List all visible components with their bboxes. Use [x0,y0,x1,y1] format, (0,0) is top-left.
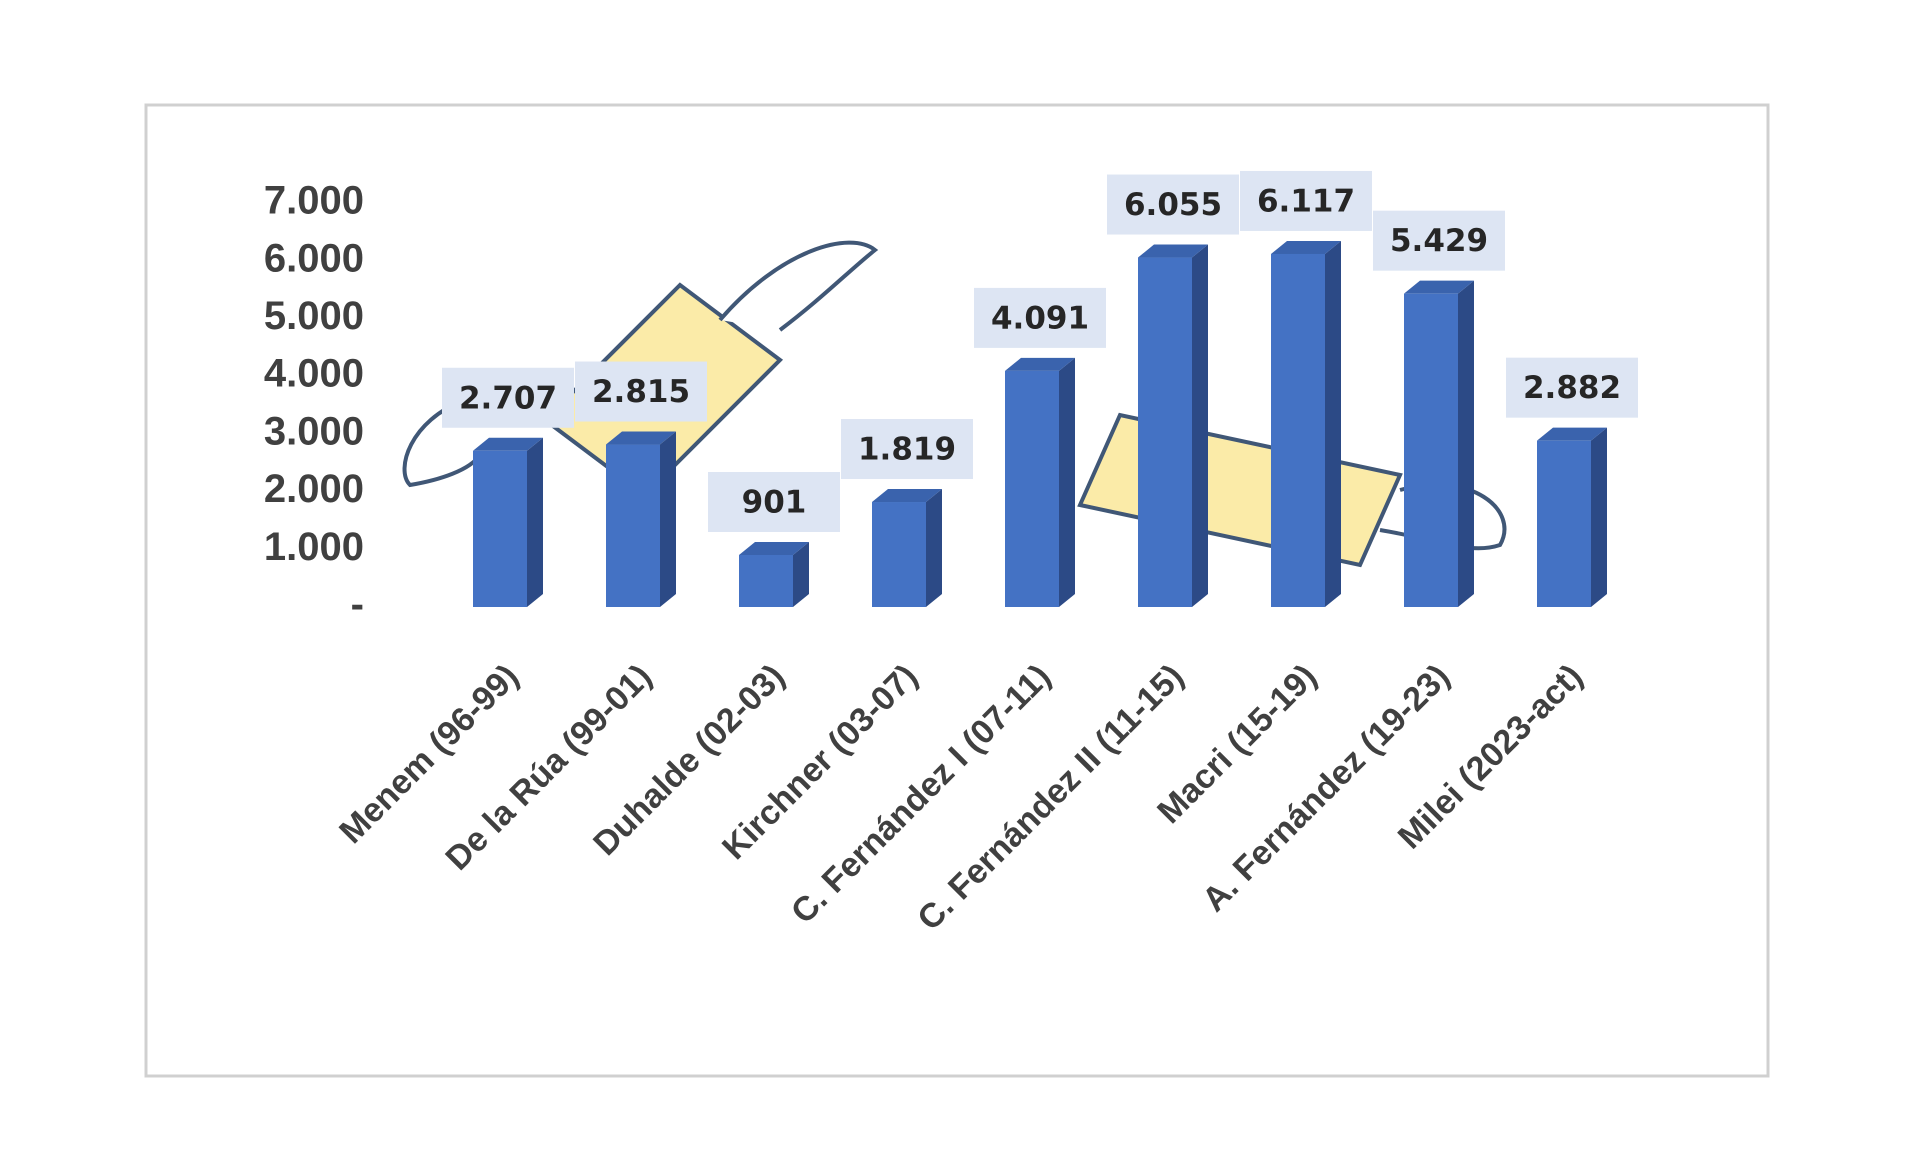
value-label-box [1240,170,1372,231]
value-label-box [575,361,707,422]
value-label: 901 [742,484,807,520]
bar-top [1404,280,1474,294]
bar-top [473,437,543,451]
value-label: 1.819 [858,432,956,468]
bar [1138,257,1192,607]
bar [473,450,527,607]
bar [1005,370,1059,607]
value-label: 4.091 [991,300,1089,336]
value-label-box [1107,174,1239,235]
value-label-box [841,419,973,480]
value-label-box [708,471,840,532]
bar-top [1271,240,1341,254]
bar-side [527,437,543,607]
y-tick-label: 7.000 [264,179,364,223]
value-label-box [442,367,574,428]
y-tick-label: - [351,583,364,627]
bar-side [1192,244,1208,608]
bar [872,502,926,607]
y-tick-label: 4.000 [264,352,364,396]
bar-side [1059,357,1075,607]
y-tick-label: 2.000 [264,467,364,511]
bar [1271,253,1325,607]
value-label-box [974,287,1106,348]
value-label: 2.882 [1523,370,1621,406]
bar [739,554,793,607]
value-label: 2.815 [592,374,690,410]
chart-frame [144,103,1770,1078]
bar-top [1138,244,1208,258]
value-label-box [1373,210,1505,271]
bar [1404,293,1458,607]
bar-side [1325,240,1341,607]
bar-side [793,541,809,607]
value-label: 5.429 [1390,223,1488,259]
bar-top [606,431,676,445]
bar-side [926,489,942,607]
value-label: 6.055 [1124,187,1222,223]
value-label-box [1506,357,1638,418]
bar-side [1458,280,1474,607]
bar-side [1591,427,1607,607]
bar [606,444,660,607]
bar-top [739,541,809,555]
y-tick-label: 6.000 [264,236,364,280]
bar-top [1537,427,1607,441]
bar-side [660,431,676,607]
y-tick-label: 5.000 [264,294,364,338]
value-label: 2.707 [459,380,557,416]
y-tick-label: 1.000 [264,525,364,569]
bar-top [872,489,942,503]
bar-top [1005,357,1075,371]
value-label: 6.117 [1257,183,1355,219]
bar [1537,440,1591,607]
y-tick-label: 3.000 [264,409,364,453]
